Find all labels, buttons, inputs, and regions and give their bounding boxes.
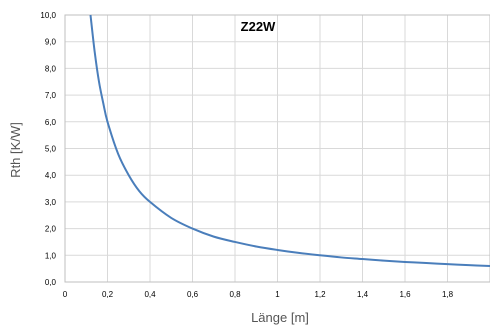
series-layer	[89, 14, 490, 267]
x-axis-ticks: 0 0,2 0,4 0,6 0,8 1 1,2 1,4 1,6 1,8	[63, 290, 454, 299]
y-tick-label: 6,0	[45, 118, 57, 127]
x-tick-label: 1,4	[357, 290, 369, 299]
y-tick-label: 8,0	[45, 64, 57, 73]
x-tick-label: 1,2	[314, 290, 326, 299]
y-tick-label: 4,0	[45, 171, 57, 180]
y-tick-label: 9,0	[45, 38, 57, 47]
y-axis-title: Rth [K/W]	[8, 122, 23, 178]
x-tick-label: 1	[275, 290, 280, 299]
plot-frame	[64, 14, 490, 283]
y-axis-ticks: 0,0 1,0 2,0 3,0 4,0 5,0 6,0 7,0 8,0 9,0 10,0	[40, 11, 56, 287]
x-tick-label: 0,4	[144, 290, 156, 299]
series-line-0	[89, 14, 490, 267]
x-tick-label: 0,2	[102, 290, 114, 299]
y-tick-label: 7,0	[45, 91, 57, 100]
chart-title: Z22W	[241, 19, 276, 34]
x-axis-title: Länge [m]	[251, 310, 309, 325]
x-tick-label: 0,6	[187, 290, 199, 299]
y-tick-label: 0,0	[45, 278, 57, 287]
x-tick-label: 1,6	[399, 290, 411, 299]
y-tick-label: 1,0	[45, 251, 57, 260]
y-tick-label: 3,0	[45, 198, 57, 207]
grid	[64, 14, 490, 283]
y-tick-label: 10,0	[40, 11, 56, 20]
x-tick-label: 1,8	[442, 290, 454, 299]
x-tick-label: 0	[63, 290, 68, 299]
y-tick-label: 2,0	[45, 225, 57, 234]
y-tick-label: 5,0	[45, 145, 57, 154]
x-tick-label: 0,8	[229, 290, 241, 299]
